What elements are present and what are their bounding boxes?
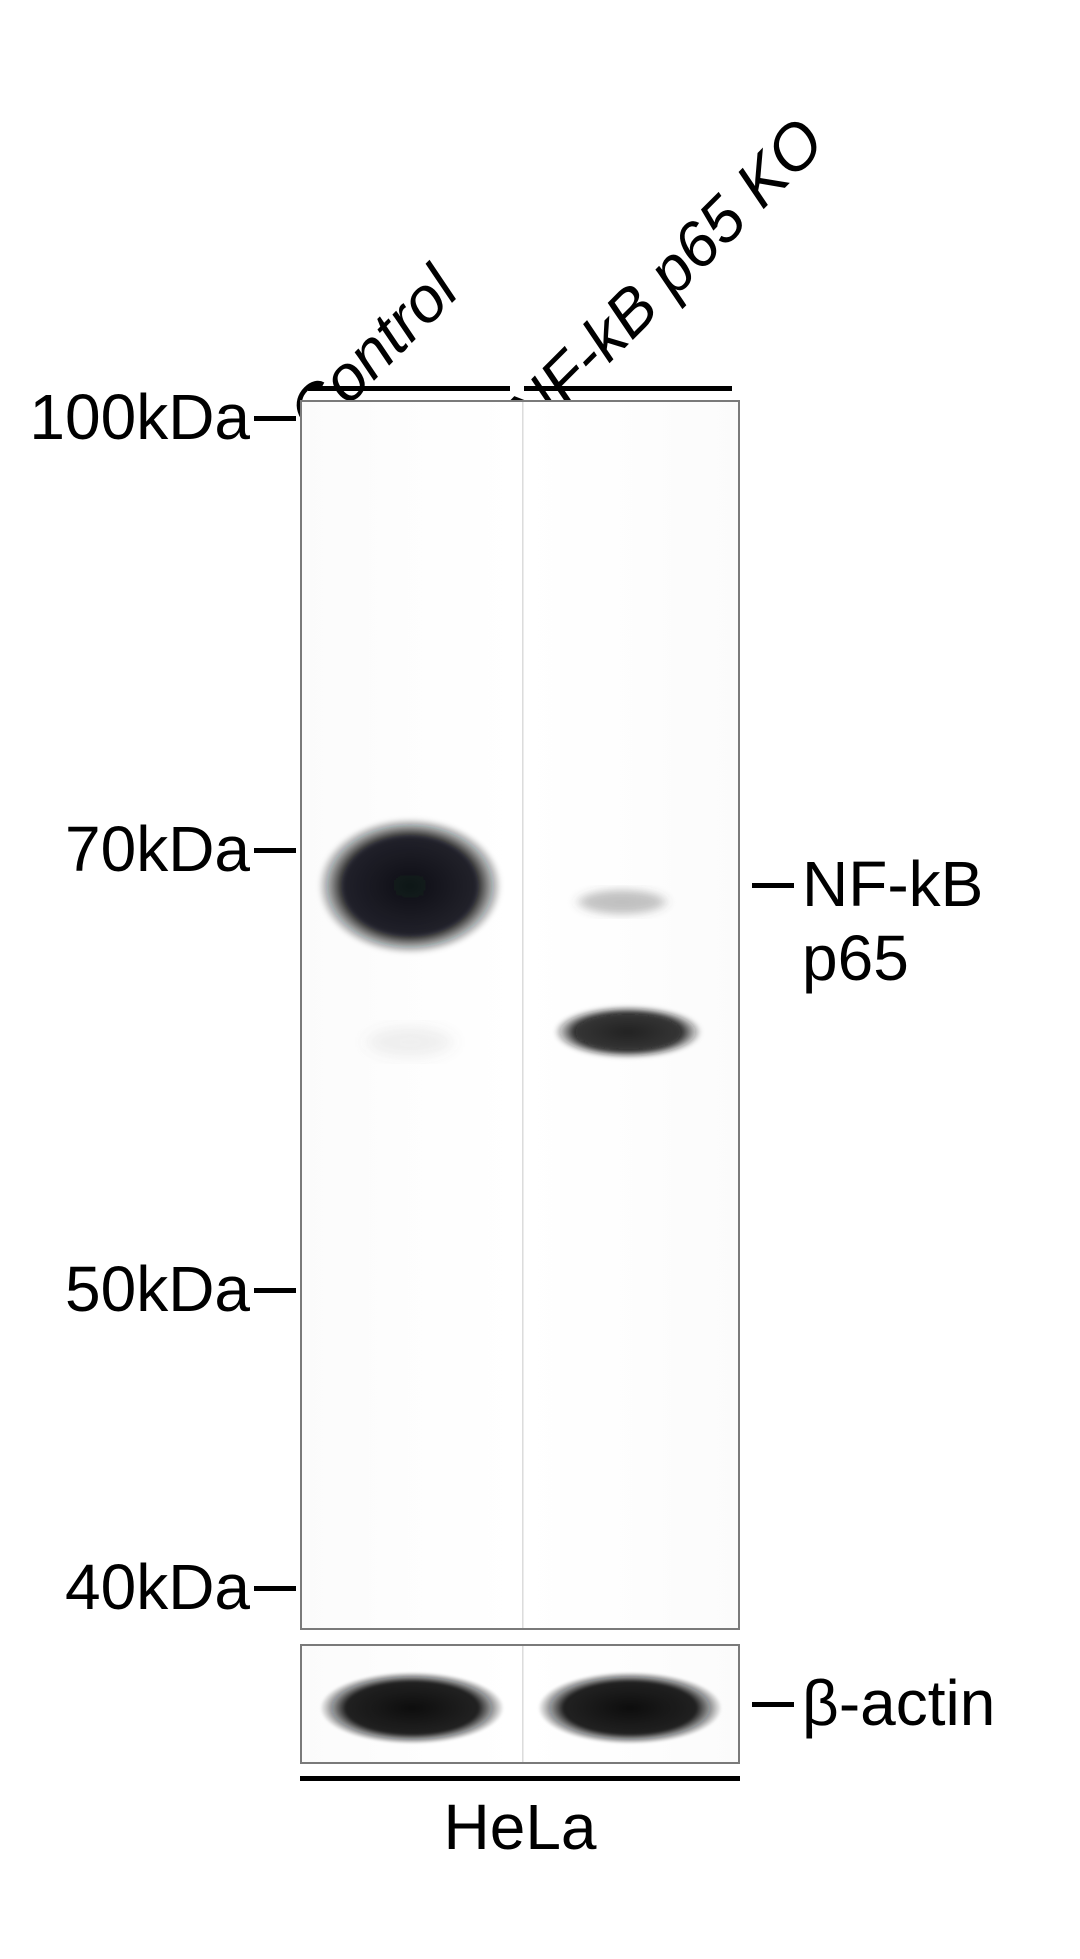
mw-label-100kda: 100kDa [29,380,250,454]
band-actin-ko [526,1660,734,1756]
band-actin-control [308,1660,516,1756]
band-ko-nonspecific [538,990,718,1074]
mw-tick-50kda [254,1288,296,1293]
lane-divider [522,1646,524,1762]
mw-label-50kda: 50kDa [65,1252,250,1326]
band-tick-actin [752,1702,794,1707]
lane-underline-control [308,386,510,391]
band-tick-p65 [752,883,794,888]
mw-tick-70kda [254,848,296,853]
cell-line-label: HeLa [300,1790,740,1864]
lane-label-ko: NF-kB p65 KO [492,103,839,450]
mw-tick-40kda [254,1586,296,1591]
mw-label-40kda: 40kDa [65,1550,250,1624]
blot-membrane-actin [300,1644,740,1764]
band-faint-control-lower [328,992,492,1092]
mw-tick-100kda [254,416,296,421]
lane-divider [522,402,524,1628]
bottom-underline [300,1776,740,1781]
band-label-p65: NF-kB p65 [802,847,1080,995]
band-label-actin: β-actin [802,1666,995,1740]
lane-underline-ko [524,386,732,391]
mw-label-70kda: 70kDa [65,812,250,886]
western-blot-figure: Control NF-kB p65 KO 100kDa 70kDa 50kDa … [0,0,1080,1959]
blot-membrane-target [300,400,740,1630]
band-p65-control [302,802,518,970]
band-p65-ko-residual [548,864,696,940]
